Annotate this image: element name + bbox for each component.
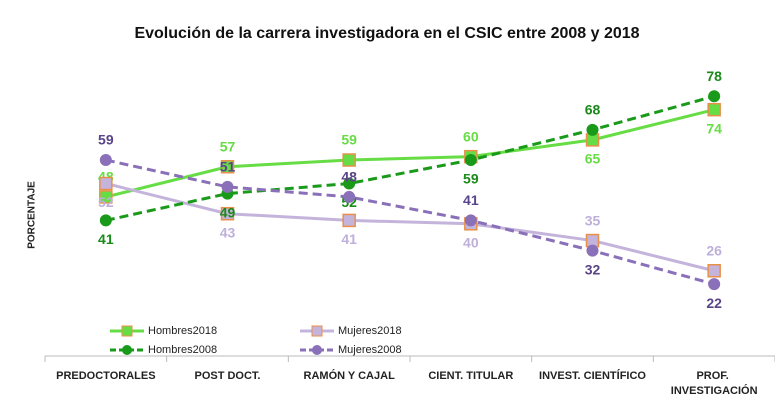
data-label: 74: [706, 120, 722, 136]
series-line: [105, 182, 715, 273]
marker: [707, 264, 721, 278]
marker: [99, 214, 112, 227]
marker: [586, 123, 599, 136]
data-label: 52: [98, 194, 114, 210]
marker: [343, 190, 356, 203]
legend-label: Mujeres2018: [338, 325, 402, 337]
marker: [342, 153, 356, 167]
chart-title: Evolución de la carrera investigadora en…: [134, 25, 639, 42]
data-label: 59: [463, 171, 479, 187]
x-tick-label-line: PROF.: [696, 370, 731, 382]
x-tick-label: INVEST. CIENTÍFICO: [539, 369, 646, 382]
legend-marker: [121, 325, 133, 337]
data-label: 49: [220, 204, 236, 220]
data-label: 57: [220, 138, 236, 154]
marker: [220, 206, 235, 221]
series-line: [105, 158, 715, 286]
data-label: 40: [463, 234, 479, 250]
data-label: 51: [220, 159, 236, 175]
marker: [707, 102, 721, 117]
x-tick-label: CIENT. TITULAR: [428, 370, 513, 382]
data-label: 32: [585, 261, 601, 277]
y-axis-label: PORCENTAJE: [27, 181, 38, 249]
marker: [343, 177, 356, 190]
legend-marker: [312, 345, 322, 355]
data-label: 48: [341, 169, 357, 185]
marker: [99, 176, 113, 191]
legend-label: Hombres2018: [148, 325, 217, 337]
x-tick-label: POST DOCT.: [194, 370, 260, 382]
x-tick-label: PREDOCTORALES: [56, 370, 155, 382]
series-line: [105, 94, 715, 222]
data-label: 68: [585, 102, 601, 118]
data-label: 41: [463, 192, 479, 208]
legend-marker: [311, 325, 323, 337]
data-label: 41: [98, 231, 114, 247]
x-tick-label: RAMÓN Y CAJAL: [304, 369, 396, 382]
data-label: 60: [463, 128, 479, 144]
legend-label: Hombres2008: [148, 344, 217, 356]
legend-marker: [122, 345, 132, 355]
marker: [220, 159, 235, 174]
marker: [221, 180, 234, 193]
series-line: [105, 108, 715, 199]
marker: [99, 190, 113, 204]
data-label: 22: [706, 295, 722, 311]
x-tick-label-line: INVESTIGACIÓN: [671, 384, 758, 397]
data-label: 59: [98, 132, 114, 148]
marker: [464, 214, 477, 227]
marker: [99, 154, 112, 167]
data-label: 41: [341, 231, 357, 247]
marker: [342, 213, 356, 228]
data-label: 35: [585, 212, 601, 228]
data-label: 65: [585, 151, 601, 167]
data-label: 26: [706, 242, 722, 258]
data-label: 59: [341, 132, 357, 148]
marker: [586, 244, 599, 257]
data-label: 43: [220, 224, 236, 240]
marker: [708, 278, 721, 291]
legend-label: Mujeres2008: [338, 344, 402, 356]
marker: [708, 90, 721, 103]
x-tick-label: PROF. INVESTIGACIÓN: [671, 370, 758, 397]
data-label: 78: [706, 68, 722, 84]
marker: [464, 154, 477, 167]
